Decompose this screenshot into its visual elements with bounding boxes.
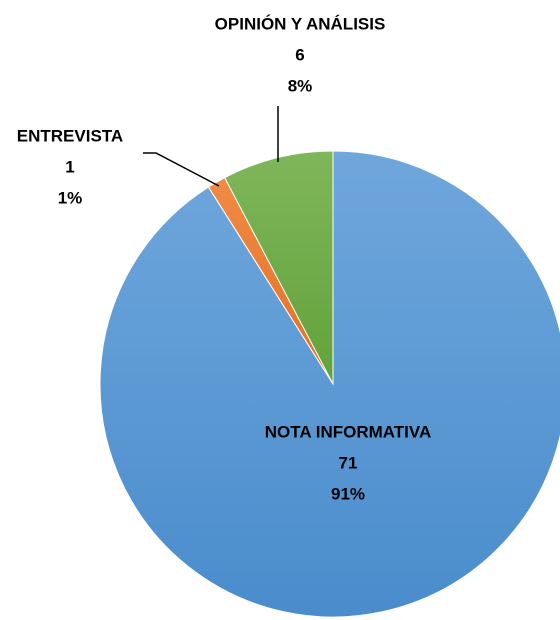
slice-percent: 1% [58,188,83,207]
slice-value: 6 [295,45,304,64]
slice-label: ENTREVISTA [17,126,123,145]
slice-label: NOTA INFORMATIVA [265,422,432,441]
leader-line [143,152,220,187]
slice-percent: 91% [331,484,365,503]
pie-slice [99,150,560,618]
slice-value: 1 [65,157,74,176]
slice-label: OPINIÓN Y ANÁLISIS [215,14,386,33]
slice-value: 71 [339,453,358,472]
slice-percent: 8% [288,76,313,95]
